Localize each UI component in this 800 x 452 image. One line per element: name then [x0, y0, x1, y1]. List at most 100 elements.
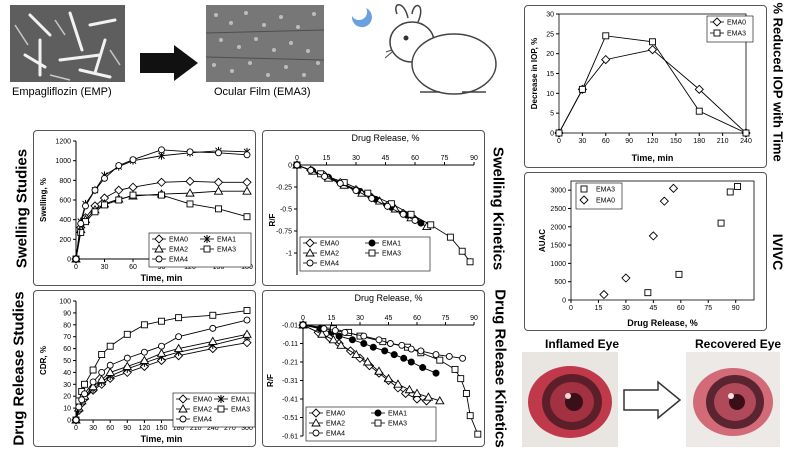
x-tick-label: 0 [74, 425, 78, 432]
y-tick-label: -1 [286, 251, 292, 258]
x-tick-label: 75 [704, 305, 712, 312]
y-tick-label: 2500 [550, 206, 566, 213]
legend-marker-ema2 [305, 248, 315, 257]
legend-label: EMA4 [320, 261, 339, 268]
x-tick-label: 30 [101, 264, 109, 271]
data-point-ema4 [77, 220, 85, 228]
x-tick-label: 60 [411, 155, 419, 162]
ivivc-title: IVIVC [770, 233, 786, 271]
reduced-iop-title: % Reduced IOP with Time [770, 2, 786, 162]
legend-label: EMA2 [169, 247, 188, 254]
y-tick-label: 20 [63, 394, 71, 401]
series-ema4 [293, 161, 419, 224]
data-point-ema2 [374, 366, 384, 375]
legend-marker-ema1 [374, 409, 382, 417]
data-point-ema4 [72, 255, 80, 263]
y-tick-label: 0 [67, 418, 71, 425]
data-point-ema2 [317, 329, 327, 338]
data-point-ema4 [399, 210, 407, 218]
legend-label: EMA4 [326, 431, 345, 438]
chart-title: Drug Release, % [351, 133, 419, 143]
data-point-ema2 [374, 196, 385, 205]
legend-marker-ema3 [374, 419, 382, 427]
data-point-ema0 [412, 394, 422, 404]
data-point-ema4 [321, 172, 328, 180]
data-point-ema2 [185, 188, 195, 197]
axes [570, 180, 755, 301]
y-axis-label: CDR, % [39, 346, 48, 375]
x-tick-label: 60 [106, 425, 114, 432]
y-axis-label: R/F [268, 213, 277, 226]
data-point-ema3 [101, 201, 108, 209]
rabbit-svg [351, 4, 497, 95]
legend: EMA0 EMA1 EMA2 EMA3 EMA4 [148, 232, 252, 268]
data-point-ema4 [81, 390, 88, 398]
x-tick-label: 45 [649, 305, 657, 312]
data-point-ema0 [213, 177, 224, 187]
x-tick-label: 180 [241, 264, 253, 271]
y-tick-label: 5 [550, 111, 554, 118]
data-point-ema3 [186, 200, 194, 208]
legend-marker-ema0 [579, 195, 589, 205]
y-tick-label: 50 [63, 358, 71, 365]
series-line-ema3 [296, 164, 471, 263]
series-ema4 [72, 316, 251, 424]
inflamed-eye-label: Inflamed Eye [545, 337, 620, 351]
legend-marker-ema0 [154, 234, 164, 244]
x-tick-label: 60 [602, 138, 610, 145]
data-point-ema4 [341, 328, 349, 336]
y-tick-label: 0 [562, 298, 566, 305]
data-point-ema4 [115, 162, 123, 170]
data-point-ema4 [445, 352, 453, 360]
data-point-ema3 [427, 221, 435, 229]
y-tick-label: 30 [546, 12, 554, 19]
legend: EMA3 EMA0 [575, 182, 623, 210]
swelling-chart-panel: 0 30 60 90 120 150 180 0 200 400 600 800 1000 1200 Tim… [33, 130, 256, 286]
legend-marker-ema3 [368, 249, 376, 257]
legend-label: EMA0 [193, 397, 212, 404]
data-point-ema3 [106, 342, 114, 350]
data-point-ema2 [328, 334, 339, 344]
data-point-ema0 [621, 273, 631, 283]
data-point-ema4 [398, 341, 406, 349]
x-tick-label: 210 [190, 425, 202, 432]
legend-label: EMA3 [382, 251, 401, 258]
data-point-ema3 [215, 205, 222, 213]
legend-label: EMA3 [727, 31, 746, 38]
series-ema0 [599, 183, 679, 300]
data-point-ema4 [307, 166, 315, 174]
x-tick-label: 30 [89, 425, 97, 432]
legend-marker-ema3 [713, 29, 721, 37]
y-tick-label: 100 [59, 299, 71, 306]
swelling-kinetics-chart: 0 15 30 45 60 75 90 0 -0.25 -0.5 -0.75 -1 Drug Relea… [268, 133, 478, 275]
series-ema3 [72, 307, 251, 424]
data-point-ema0 [128, 182, 138, 192]
data-point-ema3 [89, 366, 97, 374]
data-point-ema4 [299, 321, 307, 329]
data-point-ema0 [242, 338, 252, 348]
data-point-ema3 [407, 210, 415, 218]
y-tick-label: -0.61 [282, 434, 298, 441]
data-point-ema2 [362, 357, 373, 366]
series-ema4 [299, 321, 467, 362]
legend-marker-ema3 [580, 185, 588, 193]
data-point-ema3 [466, 258, 474, 266]
data-point-ema3 [717, 219, 725, 227]
legend-box [299, 236, 431, 272]
data-point-ema4 [175, 333, 183, 341]
data-point-ema4 [72, 416, 80, 424]
data-point-ema0 [185, 176, 195, 186]
x-tick-label: 0 [301, 315, 305, 322]
data-point-ema2 [393, 379, 403, 388]
y-tick-label: 40 [63, 370, 71, 377]
data-point-ema2 [139, 355, 150, 364]
data-point-ema3 [578, 85, 586, 93]
legend-label: EMA3 [388, 421, 407, 428]
data-point-ema3 [129, 191, 137, 199]
data-point-ema4 [215, 149, 222, 157]
x-tick-label: 180 [693, 138, 705, 145]
data-point-ema2 [242, 329, 252, 338]
legend: EMA0 EMA1 EMA2 EMA3 EMA4 [299, 236, 431, 272]
swelling-studies-title: Swelling Studies [13, 148, 31, 269]
x-tick-label: 90 [470, 155, 478, 162]
